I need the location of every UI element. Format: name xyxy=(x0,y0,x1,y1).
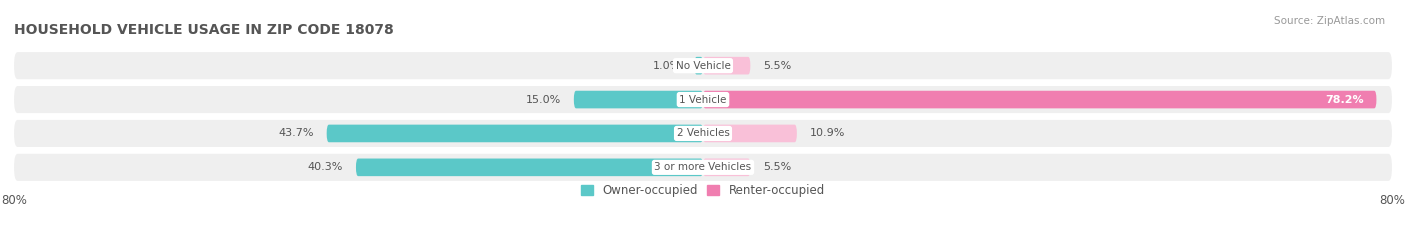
FancyBboxPatch shape xyxy=(703,158,751,176)
Text: 1 Vehicle: 1 Vehicle xyxy=(679,95,727,105)
Text: 2 Vehicles: 2 Vehicles xyxy=(676,128,730,138)
FancyBboxPatch shape xyxy=(356,158,703,176)
Text: No Vehicle: No Vehicle xyxy=(675,61,731,71)
Text: 5.5%: 5.5% xyxy=(763,162,792,172)
Legend: Owner-occupied, Renter-occupied: Owner-occupied, Renter-occupied xyxy=(581,184,825,197)
FancyBboxPatch shape xyxy=(14,120,1392,147)
Text: 5.5%: 5.5% xyxy=(763,61,792,71)
Text: 1.0%: 1.0% xyxy=(654,61,682,71)
FancyBboxPatch shape xyxy=(695,57,703,75)
Text: HOUSEHOLD VEHICLE USAGE IN ZIP CODE 18078: HOUSEHOLD VEHICLE USAGE IN ZIP CODE 1807… xyxy=(14,23,394,37)
FancyBboxPatch shape xyxy=(326,125,703,142)
Text: 10.9%: 10.9% xyxy=(810,128,845,138)
Text: 40.3%: 40.3% xyxy=(308,162,343,172)
FancyBboxPatch shape xyxy=(14,86,1392,113)
FancyBboxPatch shape xyxy=(703,91,1376,108)
Text: 3 or more Vehicles: 3 or more Vehicles xyxy=(654,162,752,172)
FancyBboxPatch shape xyxy=(14,154,1392,181)
FancyBboxPatch shape xyxy=(703,125,797,142)
FancyBboxPatch shape xyxy=(574,91,703,108)
Text: Source: ZipAtlas.com: Source: ZipAtlas.com xyxy=(1274,16,1385,26)
FancyBboxPatch shape xyxy=(14,52,1392,79)
Text: 43.7%: 43.7% xyxy=(278,128,314,138)
Text: 78.2%: 78.2% xyxy=(1324,95,1364,105)
Text: 15.0%: 15.0% xyxy=(526,95,561,105)
FancyBboxPatch shape xyxy=(703,57,751,75)
